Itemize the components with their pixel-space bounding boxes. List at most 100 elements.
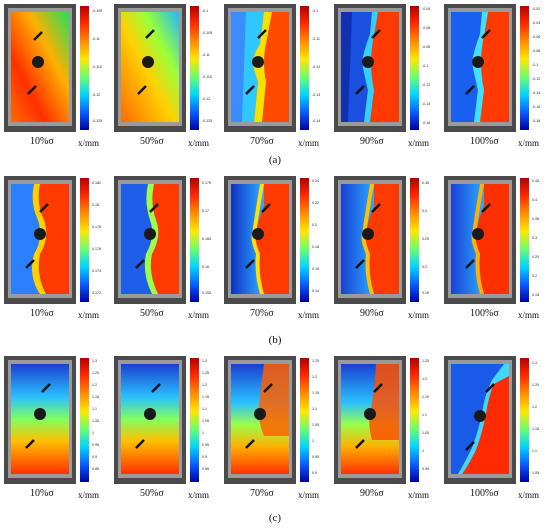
colorbar-tick: -0.12 (202, 97, 211, 101)
colorbar-tick: -0.08 (422, 45, 431, 49)
colorbar-tick: 0.24 (312, 179, 319, 183)
colorbar-tick: -0.1 (202, 9, 209, 13)
colorbar-tick: 0.2 (532, 274, 537, 278)
colorbar-tick: 0.176 (92, 247, 101, 251)
load-level-label: 70%σ (250, 136, 274, 147)
colorbar-tick: 0.4 (532, 198, 537, 202)
colorbar-tick: 1.25 (202, 371, 209, 375)
colorbar-tick: 0.18 (92, 203, 99, 207)
colorbar-tick: -0.16 (532, 105, 541, 109)
colorbar-tick: 1.25 (422, 359, 429, 363)
colorbar-tick: 1.05 (92, 419, 99, 423)
strain-field-image (444, 4, 516, 132)
colorbar-tick: -0.1 (422, 64, 429, 68)
colorbar-tick: -0.06 (532, 35, 541, 39)
colorbar-tick: -0.14 (532, 91, 541, 95)
colorbar-tick: 0.3 (532, 236, 537, 240)
colorbar-tick: 0.18 (312, 245, 319, 249)
unit-label: x/mm (78, 310, 100, 320)
colorbar-tick: 1.1 (312, 407, 317, 411)
colorbar (80, 6, 89, 130)
unit-label: x/mm (408, 138, 430, 148)
unit-label: x/mm (518, 490, 540, 500)
colorbar-tick: 0.95 (202, 443, 209, 447)
colorbar (520, 358, 529, 482)
panel-b-5: 0.45 0.4 0.35 0.3 0.25 0.2 0.15 100%σ x/… (444, 176, 550, 320)
colorbar-tick: -0.105 (92, 9, 103, 13)
panel-c-4: 1.25 1.2 1.15 1.1 1.05 1 0.95 90%σ x/mm (334, 356, 444, 500)
panel-b-2: 0.175 0.17 0.165 0.16 0.155 50%σ x/mm (114, 176, 224, 320)
colorbar-tick: 1.2 (532, 405, 537, 409)
colorbar-tick: -0.12 (92, 93, 101, 97)
strain-field-image (114, 176, 186, 304)
colorbar-tick: -0.1 (532, 63, 539, 67)
colorbar-tick: 0.16 (312, 267, 319, 271)
colorbar-tick: 0.9 (312, 471, 317, 475)
strain-field-image (444, 356, 516, 484)
colorbar-tick: 1.15 (532, 427, 539, 431)
panel-b-3: 0.24 0.22 0.2 0.18 0.16 0.14 70%σ x/mm (224, 176, 334, 320)
colorbar-tick: 0.45 (532, 179, 539, 183)
colorbar-tick: 0.35 (422, 181, 429, 185)
colorbar-tick: -0.105 (202, 31, 213, 35)
figure-row-a: -0.105 -0.11 -0.115 -0.12 -0.125 10%σ x/… (0, 4, 550, 148)
colorbar (300, 6, 309, 130)
colorbar-tick: -0.13 (312, 93, 321, 97)
colorbar-ticks: -0.02 -0.04 -0.06 -0.08 -0.1 -0.12 -0.14… (532, 4, 550, 132)
colorbar-tick: 0.175 (202, 181, 211, 185)
colorbar-tick: 1.3 (92, 359, 97, 363)
colorbar-tick: -0.125 (202, 119, 213, 123)
colorbar-tick: 0.2 (312, 223, 317, 227)
colorbar-tick: 0.3 (422, 209, 427, 213)
load-level-label: 90%σ (360, 488, 384, 499)
colorbar-tick: -0.16 (422, 121, 431, 125)
colorbar-tick: 1.1 (532, 449, 537, 453)
strain-field-image (114, 356, 186, 484)
colorbar (520, 6, 529, 130)
strain-field-image (224, 356, 296, 484)
colorbar-ticks: 0.175 0.17 0.165 0.16 0.155 (202, 176, 224, 304)
strain-field-image (224, 176, 296, 304)
strain-field-image (334, 4, 406, 132)
subfigure-label-b: (b) (268, 334, 282, 346)
colorbar-tick: 1.3 (202, 359, 207, 363)
colorbar-ticks: 0.24 0.22 0.2 0.18 0.16 0.14 (312, 176, 334, 304)
load-level-label: 10%σ (30, 136, 54, 147)
unit-label: x/mm (298, 138, 320, 148)
colorbar-tick: 1.05 (422, 431, 429, 435)
colorbar-tick: 0.14 (312, 289, 319, 293)
colorbar-tick: -0.11 (312, 37, 320, 41)
colorbar-tick: -0.115 (92, 65, 102, 69)
colorbar-tick: -0.12 (312, 65, 321, 69)
colorbar-ticks: 1.3 1.25 1.2 1.15 1.1 1.05 (532, 356, 550, 484)
unit-label: x/mm (408, 310, 430, 320)
load-level-label: 100%σ (470, 308, 499, 319)
colorbar-tick: 0.17 (202, 209, 209, 213)
colorbar-tick: 0.25 (422, 237, 429, 241)
load-level-label: 70%σ (250, 488, 274, 499)
colorbar-ticks: 1.3 1.25 1.2 1.15 1.1 1.05 1 0.95 0.9 0.… (202, 356, 224, 484)
colorbar-tick: 0.155 (202, 291, 211, 295)
colorbar-tick: 0.15 (532, 293, 539, 297)
unit-label: x/mm (518, 310, 540, 320)
unit-label: x/mm (188, 138, 210, 148)
colorbar (410, 178, 419, 302)
colorbar (80, 178, 89, 302)
panel-b-1: 0.182 0.18 0.178 0.176 0.174 0.172 10%σ … (4, 176, 114, 320)
colorbar (410, 6, 419, 130)
colorbar-tick: -0.12 (422, 83, 431, 87)
colorbar-tick: 1.1 (422, 413, 427, 417)
colorbar-tick: 1.05 (312, 423, 319, 427)
colorbar-tick: 1.15 (92, 395, 99, 399)
load-level-label: 10%σ (30, 488, 54, 499)
colorbar-tick: -0.14 (422, 102, 431, 106)
colorbar-ticks: 1.25 1.2 1.15 1.1 1.05 1 0.95 (422, 356, 444, 484)
panel-a-2: -0.1 -0.105 -0.11 -0.115 -0.12 -0.125 50… (114, 4, 224, 148)
unit-label: x/mm (188, 490, 210, 500)
colorbar-tick: -0.12 (532, 77, 541, 81)
colorbar-tick: 0.85 (92, 467, 99, 471)
colorbar-tick: -0.1 (312, 9, 319, 13)
colorbar-tick: 0.165 (202, 237, 211, 241)
colorbar (520, 178, 529, 302)
load-level-label: 50%σ (140, 488, 164, 499)
